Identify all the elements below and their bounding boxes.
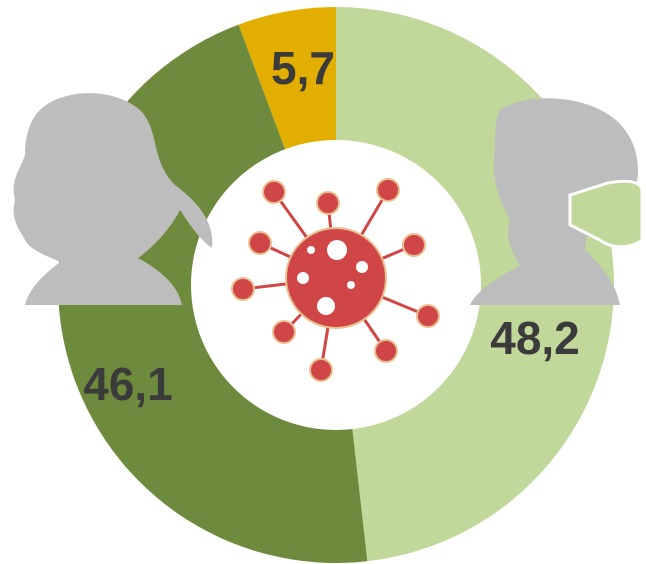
value-label: 5,7 bbox=[271, 42, 335, 94]
virus-icon bbox=[231, 178, 440, 382]
value-label: 48,2 bbox=[490, 312, 580, 364]
value-label: 46,1 bbox=[83, 358, 173, 410]
virus-spots bbox=[297, 240, 368, 315]
mask bbox=[568, 179, 644, 249]
man-silhouette bbox=[470, 98, 638, 305]
woman-silhouette bbox=[13, 93, 213, 305]
labels: 48,2 46,1 5,7 bbox=[83, 42, 580, 410]
